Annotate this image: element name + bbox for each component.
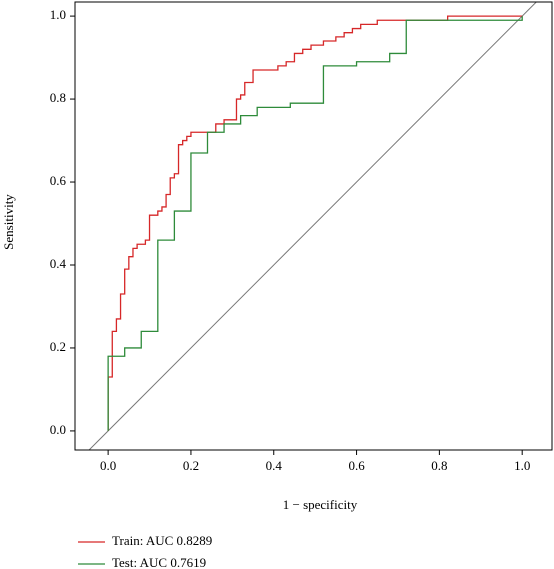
x-tick-label: 0.4 [266, 458, 283, 473]
x-tick-label: 1.0 [514, 458, 530, 473]
y-tick-label: 0.6 [50, 173, 67, 188]
x-tick-label: 0.8 [431, 458, 447, 473]
x-tick-label: 0.0 [100, 458, 116, 473]
roc-curve [107, 16, 523, 431]
y-tick-label: 0.4 [50, 256, 67, 271]
plot-frame [74, 1, 553, 451]
y-tick-label: 1.0 [50, 7, 66, 22]
x-axis-label: 1 − specificity [283, 497, 358, 512]
legend-label: Train: AUC 0.8289 [112, 533, 212, 548]
y-axis-label: Sensitivity [1, 194, 16, 250]
x-tick-label: 0.6 [348, 458, 365, 473]
y-tick-label: 0.2 [50, 339, 66, 354]
reference-line [88, 2, 537, 450]
y-tick-label: 0.0 [50, 422, 66, 437]
x-tick-label: 0.2 [183, 458, 199, 473]
y-tick-label: 0.8 [50, 90, 66, 105]
legend-label: Test: AUC 0.7619 [112, 555, 206, 569]
roc-curve [107, 15, 523, 431]
